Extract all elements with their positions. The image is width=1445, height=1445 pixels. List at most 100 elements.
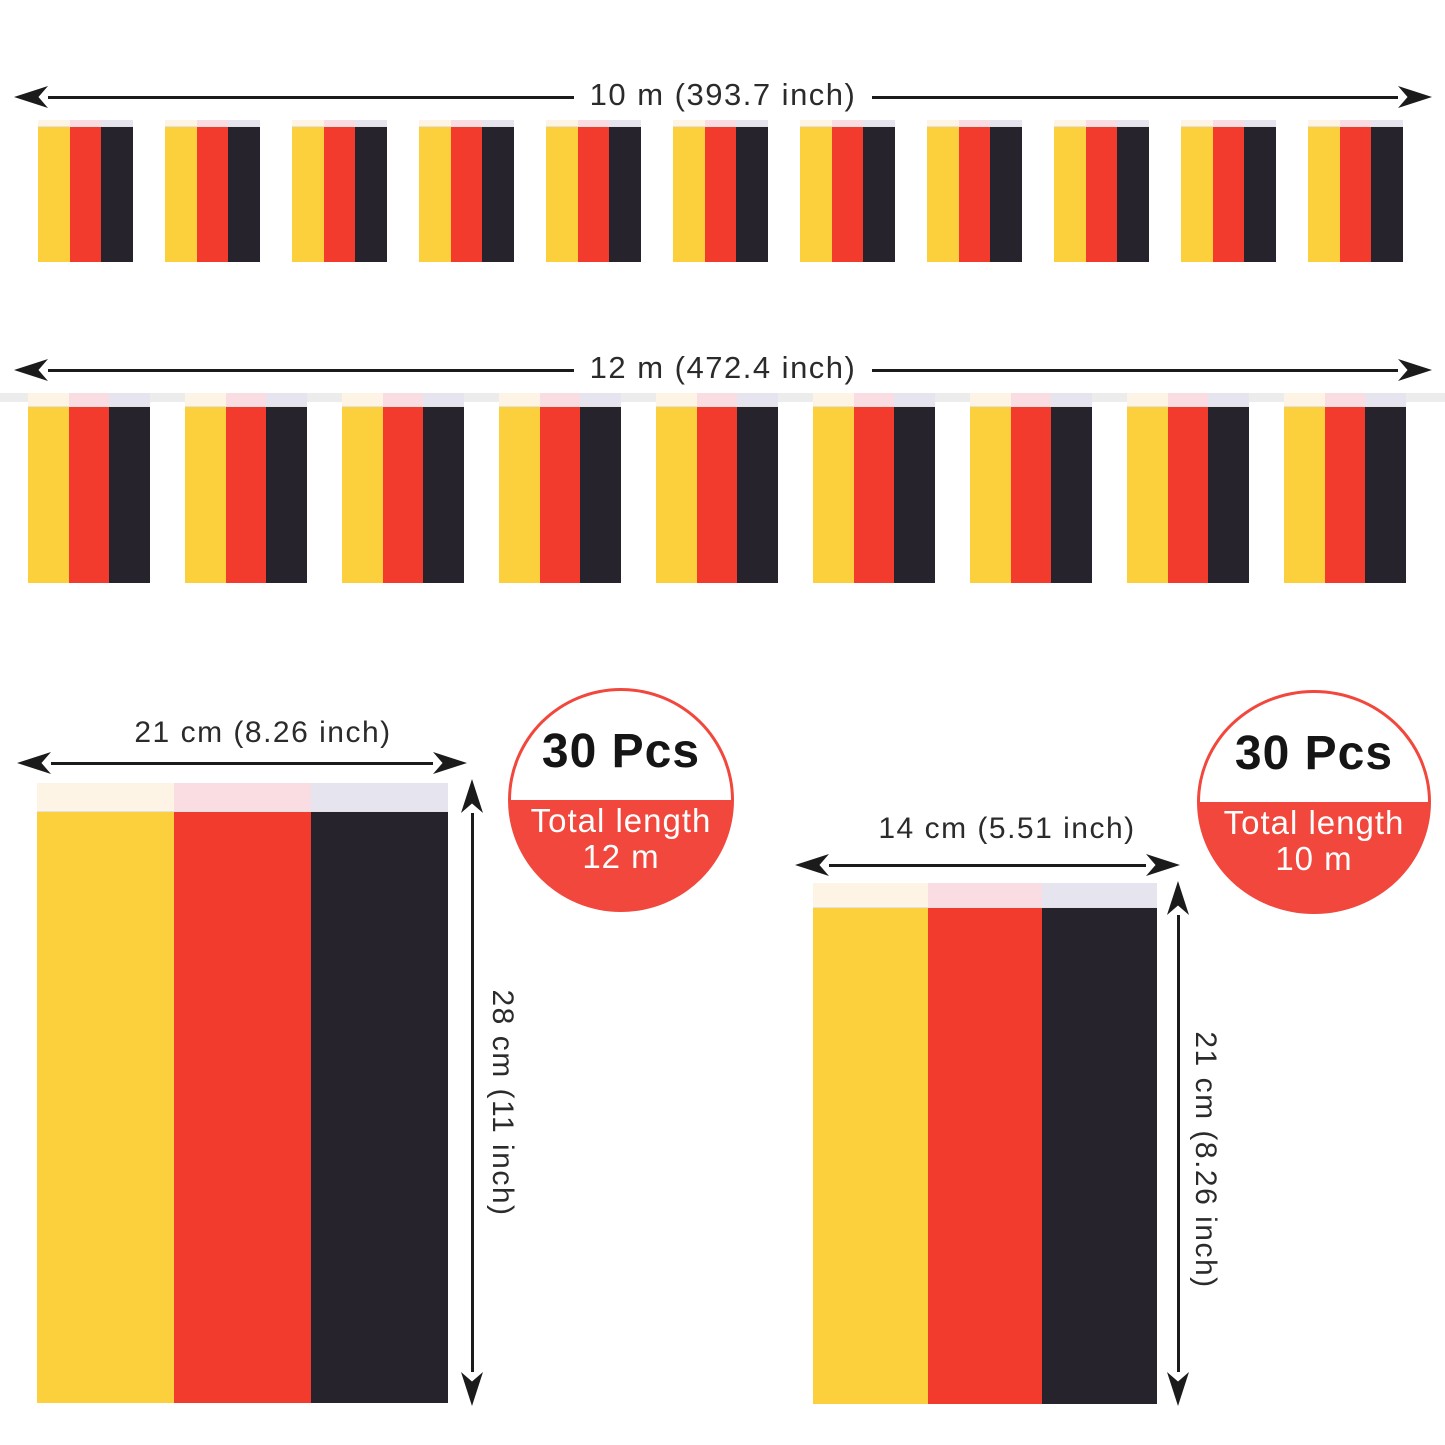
flag-stripe-red (450, 127, 483, 262)
flag-header-strip (419, 120, 515, 127)
german-flag-pennant (546, 120, 642, 262)
flag-body (499, 407, 622, 583)
header-over-red (382, 393, 424, 406)
flag-body (673, 127, 769, 262)
header-over-yellow (342, 393, 383, 406)
arrowhead-left-icon (14, 359, 48, 381)
german-flag-pennant (292, 120, 388, 262)
flag-body (1127, 407, 1250, 583)
header-over-black (894, 393, 936, 406)
header-over-black (423, 393, 465, 406)
flag-body (292, 127, 388, 262)
header-over-black (1244, 120, 1277, 126)
header-over-black (109, 393, 151, 406)
header-over-red (1212, 120, 1245, 126)
flag-stripe-red (323, 127, 356, 262)
flag-stripe-yellow (1127, 407, 1168, 583)
header-over-yellow (165, 120, 197, 126)
header-over-black (228, 120, 261, 126)
flag-stripe-yellow (813, 407, 854, 583)
measurement-arrow-10m: 10 m (393.7 inch) (14, 77, 1433, 112)
header-over-yellow (1308, 120, 1340, 126)
flag-header-strip (673, 120, 769, 127)
header-over-yellow (1054, 120, 1086, 126)
german-flag-pennant (800, 120, 896, 262)
flag-body (1308, 127, 1404, 262)
flag-stripe-black (580, 407, 622, 583)
flag-stripe-yellow (927, 127, 959, 262)
header-over-red (539, 393, 581, 406)
flag-stripe-yellow (342, 407, 383, 583)
header-over-black (863, 120, 896, 126)
width-label-small-flag: 14 cm (5.51 inch) (878, 812, 1136, 845)
flag-stripe-black (482, 127, 515, 262)
flag-stripe-yellow (546, 127, 578, 262)
flag-body (813, 908, 1158, 1404)
header-over-black (609, 120, 642, 126)
german-flag-pennant (656, 393, 779, 583)
arrowhead-down-icon (1167, 1372, 1189, 1406)
flag-stripe-red (1085, 127, 1118, 262)
arrowhead-left-icon (14, 86, 48, 108)
flag-stripe-yellow (37, 812, 174, 1403)
flag-header-strip (38, 120, 134, 127)
length-value-label: 10 m (1275, 840, 1353, 877)
flag-large-21x28 (37, 783, 448, 1403)
header-over-yellow (546, 120, 578, 126)
arrowhead-up-icon (1167, 881, 1189, 915)
german-flag-pennant (1284, 393, 1407, 583)
flag-stripe-red (704, 127, 737, 262)
measure-line (48, 95, 574, 99)
flag-stripe-red (696, 407, 738, 583)
measure-line (872, 368, 1399, 372)
flag-stripe-yellow (813, 908, 928, 1404)
flag-header-strip (656, 393, 779, 407)
header-over-black (737, 393, 779, 406)
flag-header-strip (1127, 393, 1250, 407)
flag-body (165, 127, 261, 262)
flag-stripe-yellow (1054, 127, 1086, 262)
header-over-yellow (37, 783, 174, 811)
flag-stripe-black (863, 127, 896, 262)
width-arrow-small-flag (795, 854, 1180, 876)
header-over-yellow (28, 393, 69, 406)
flag-stripe-yellow (499, 407, 540, 583)
header-over-red (927, 883, 1043, 907)
header-over-black (311, 783, 448, 811)
flag-stripe-yellow (1308, 127, 1340, 262)
header-over-black (1365, 393, 1407, 406)
flag-stripe-red (539, 407, 581, 583)
header-over-red (831, 120, 864, 126)
flag-stripe-black (355, 127, 388, 262)
flag-header-strip (546, 120, 642, 127)
arrowhead-left-icon (795, 854, 829, 876)
header-over-yellow (673, 120, 705, 126)
header-over-yellow (656, 393, 697, 406)
arrowhead-up-icon (461, 779, 483, 813)
flag-stripe-yellow (673, 127, 705, 262)
flag-stripe-red (1324, 407, 1366, 583)
german-flag-pennant (38, 120, 134, 262)
measure-line (51, 761, 433, 765)
header-over-yellow (1127, 393, 1168, 406)
height-arrow-small-flag (1167, 881, 1189, 1406)
flag-stripe-yellow (28, 407, 69, 583)
german-flag-pennant (1054, 120, 1150, 262)
header-over-yellow (813, 883, 928, 907)
flag-stripe-red (68, 407, 110, 583)
flag-header-strip (165, 120, 261, 127)
height-label-small-flag: 21 cm (8.26 inch) (1189, 1031, 1222, 1289)
header-over-black (1117, 120, 1150, 126)
measure-line (470, 813, 474, 1372)
flag-stripe-red (1339, 127, 1372, 262)
header-over-yellow (800, 120, 832, 126)
flag-stripe-black (423, 407, 465, 583)
header-over-red (1324, 393, 1366, 406)
flag-body (38, 127, 134, 262)
flag-stripe-red (577, 127, 610, 262)
flag-stripe-red (174, 812, 311, 1403)
measurement-label-10m: 10 m (393.7 inch) (589, 77, 857, 112)
measure-line (829, 863, 1146, 867)
flag-stripe-red (927, 908, 1043, 1404)
flag-header-strip (185, 393, 308, 407)
